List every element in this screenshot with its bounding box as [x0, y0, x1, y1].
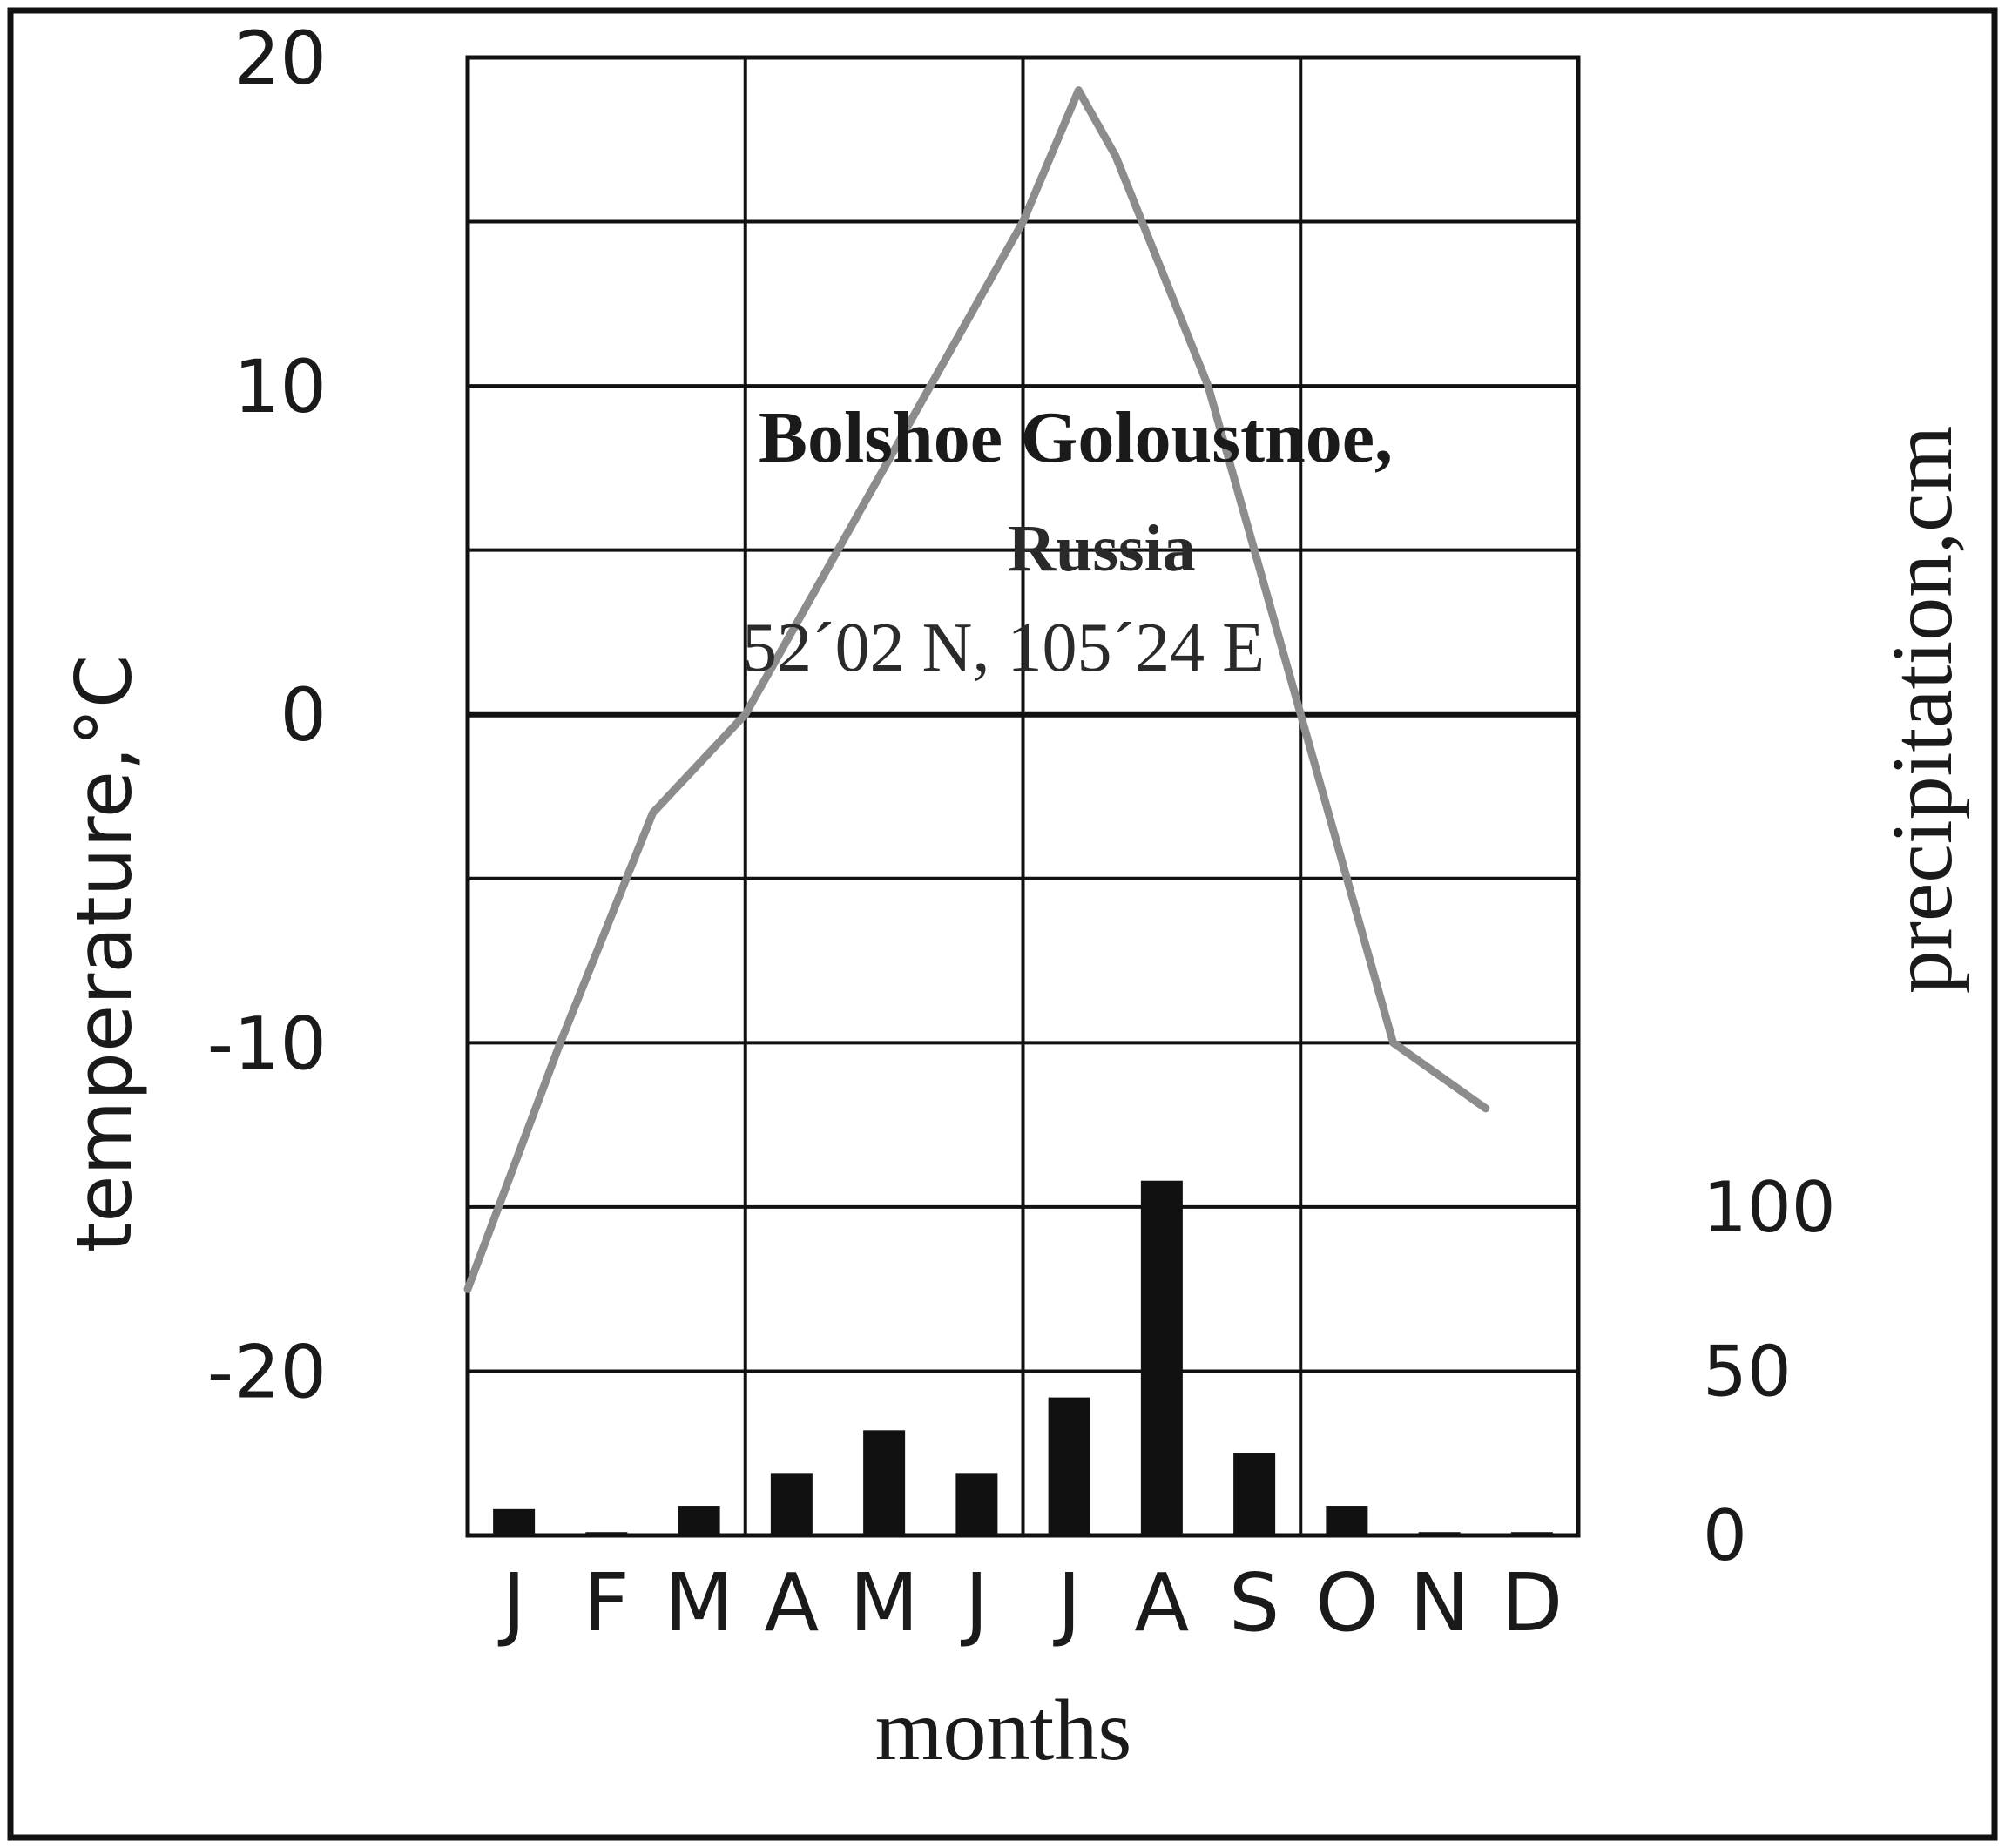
y-right-tick-label: 100	[1703, 1167, 1836, 1248]
x-tick-label: J	[498, 1556, 526, 1649]
x-tick-label: J	[961, 1556, 989, 1649]
x-tick-label: M	[665, 1556, 733, 1649]
temperature-line	[463, 86, 1490, 1293]
x-tick-label: M	[849, 1556, 918, 1649]
y-axis-right-label: precipitation,cm	[1873, 426, 1970, 995]
y-left-tick-label: 0	[280, 672, 327, 758]
precipitation-bar	[1510, 1532, 1553, 1535]
x-tick-label: D	[1501, 1556, 1563, 1649]
y-left-tick-label: -20	[207, 1329, 327, 1414]
precipitation-bar	[770, 1473, 813, 1535]
precipitation-bar	[678, 1506, 720, 1535]
y-left-tick-label: 20	[233, 16, 327, 101]
y-left-tick-label: 10	[233, 344, 327, 429]
x-tick-label: S	[1229, 1556, 1279, 1649]
x-tick-label: O	[1315, 1556, 1378, 1649]
y-left-tick-label: -10	[207, 1001, 327, 1086]
precipitation-bar	[1418, 1532, 1461, 1535]
precipitation-bar	[1048, 1397, 1090, 1535]
grid	[465, 55, 1581, 1538]
y-right-tick-label: 0	[1703, 1495, 1747, 1576]
title-line-3: 52´02 N, 105´24 E	[742, 610, 1265, 686]
precipitation-bar	[493, 1508, 536, 1535]
precipitation-bar	[1233, 1453, 1276, 1535]
precipitation-bar	[1326, 1506, 1368, 1535]
y-right-tick-label: 50	[1703, 1331, 1792, 1412]
precipitation-bar	[955, 1473, 998, 1535]
outer-frame	[7, 7, 1998, 1841]
x-tick-label: F	[584, 1556, 630, 1649]
precipitation-bar	[863, 1430, 906, 1535]
left-axis-ticks: 20 10 0 -10 -20	[207, 16, 327, 1414]
title-line-1: Bolshoe Goloustnoe,	[759, 397, 1393, 478]
x-tick-label: A	[764, 1556, 819, 1649]
precipitation-bars	[493, 1180, 1553, 1535]
title-line-2: Russia	[1008, 512, 1195, 585]
temperature-line-group	[463, 86, 1490, 1293]
precipitation-bar	[1140, 1180, 1183, 1535]
y-axis-left-label: temperature,°C	[59, 655, 149, 1253]
x-tick-label: N	[1409, 1556, 1469, 1649]
x-tick-label: A	[1134, 1556, 1189, 1649]
right-axis-ticks: 100 50 0	[1703, 1167, 1836, 1576]
x-axis-label: months	[875, 1682, 1131, 1778]
station-label: Bolshoe Goloustnoe, Russia 52´02 N, 105´…	[742, 397, 1393, 686]
precipitation-bar	[585, 1532, 628, 1535]
x-tick-label: J	[1053, 1556, 1081, 1649]
